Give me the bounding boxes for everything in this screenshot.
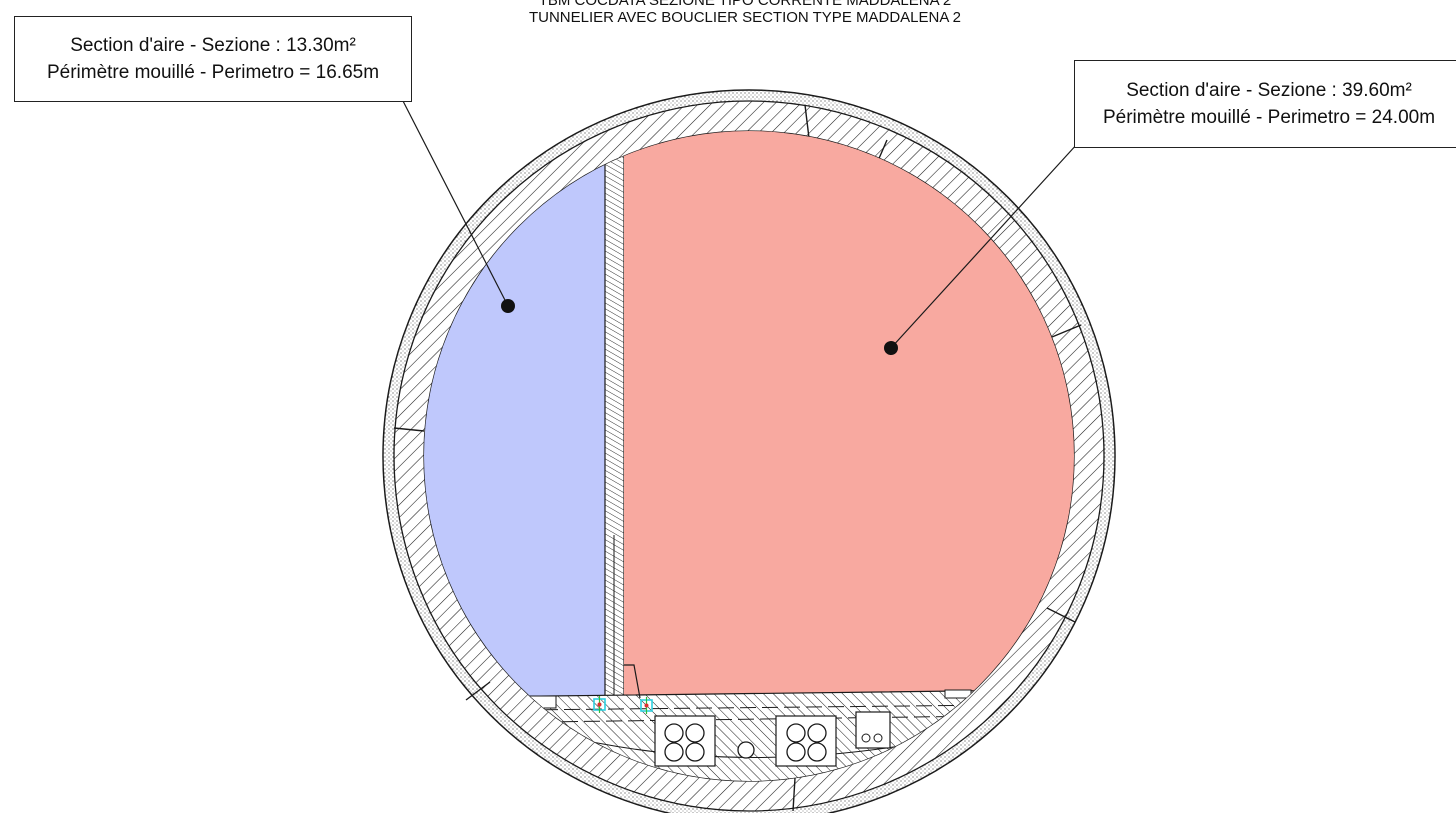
left-area-text: Section d'aire - Sezione : 13.30m² — [70, 35, 356, 56]
right-section-label-box: Section d'aire - Sezione : 39.60m² Périm… — [1074, 60, 1456, 148]
drawing-title-line-2: TUNNELIER AVEC BOUCLIER SECTION TYPE MAD… — [529, 9, 961, 26]
leader-line-right — [884, 142, 1079, 355]
leader-line-left — [402, 100, 515, 313]
left-section-label-box: Section d'aire - Sezione : 13.30m² Périm… — [14, 16, 412, 102]
survey-marker-right — [640, 697, 653, 714]
right-area-text: Section d'aire - Sezione : 39.60m² — [1126, 80, 1412, 101]
left-perimeter-text: Périmètre mouillé - Perimetro = 16.65m — [46, 62, 380, 83]
survey-marker-left — [593, 696, 606, 713]
drain-pipe — [737, 741, 755, 759]
drawing-title-line-1: TBM COCDATA SEZIONE TIPO CORRENTE MADDAL… — [539, 0, 952, 9]
cable-duct-block-1 — [654, 715, 716, 767]
right-air-section — [624, 131, 1074, 697]
cable-duct-block-3 — [855, 711, 891, 749]
cable-duct-block-2 — [775, 715, 837, 767]
right-perimeter-text: Périmètre mouillé - Perimetro = 24.00m — [1102, 107, 1436, 128]
